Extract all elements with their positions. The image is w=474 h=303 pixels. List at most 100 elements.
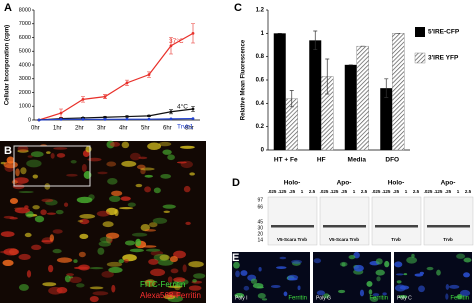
x-tick-label: Media: [348, 157, 367, 164]
cell: [189, 172, 195, 176]
panel-label: D: [232, 177, 240, 189]
concentration: 2.5: [413, 189, 420, 194]
cell: [142, 245, 157, 248]
cell: [150, 268, 166, 277]
cell: [101, 270, 114, 278]
cell: [382, 292, 387, 296]
y-tick-label: 8000: [19, 7, 31, 13]
image-label: Poly G: [316, 295, 331, 301]
cell: [170, 268, 179, 274]
cell: [418, 285, 425, 293]
cell: [30, 151, 44, 158]
cell: [279, 256, 287, 260]
cell: [48, 286, 63, 295]
error-bar: [313, 30, 318, 51]
cell: [235, 270, 240, 278]
stain-label: Ferritin: [288, 296, 307, 302]
cell: [2, 259, 14, 267]
cell: [338, 289, 346, 294]
cell: [160, 173, 172, 179]
cell: [89, 286, 104, 290]
cell: [32, 205, 40, 210]
cell: [17, 149, 29, 153]
cell: [144, 186, 152, 193]
cell: [127, 202, 136, 207]
panel-label: B: [4, 145, 12, 157]
cell: [182, 264, 187, 273]
concentration: .125: [330, 189, 339, 194]
point: [125, 117, 129, 121]
cell: [313, 258, 322, 264]
y-tick-label: 6000: [19, 35, 31, 41]
cell: [159, 254, 170, 261]
cell: [167, 285, 183, 288]
cell: [188, 285, 202, 291]
cell: [323, 293, 330, 299]
cell: [49, 234, 55, 242]
concentration: .125: [382, 189, 391, 194]
cell: [99, 236, 113, 243]
cell: [258, 266, 262, 272]
antibody-label: Trvb: [443, 237, 453, 242]
image-label: Poly C: [397, 295, 412, 301]
cell: [121, 141, 130, 149]
cell: [70, 160, 77, 164]
cell: [87, 157, 102, 162]
x-tick-label: DFO: [385, 157, 399, 164]
micrograph: [0, 141, 206, 303]
y-axis-label: Relative Mean Fluorescence: [241, 39, 247, 120]
cell: [188, 261, 204, 268]
x-tick-label: 5hr: [141, 126, 150, 132]
cell: [370, 296, 379, 302]
cell: [46, 212, 56, 215]
cell: [111, 190, 123, 197]
x-tick-label: 0hr: [31, 126, 40, 132]
concentration: 1: [353, 189, 356, 194]
cell: [270, 284, 281, 288]
cell: [445, 293, 449, 300]
cell: [79, 218, 90, 225]
cell: [233, 261, 240, 269]
cell: [463, 257, 472, 263]
cell: [52, 248, 62, 254]
cell: [69, 276, 82, 284]
cell: [250, 278, 258, 284]
antibody-label: V5-Scara Trvb: [329, 237, 359, 242]
cell: [368, 289, 373, 295]
cell: [52, 229, 63, 234]
cell: [73, 259, 78, 264]
cell: [41, 240, 53, 243]
cell: [11, 179, 18, 185]
x-tick-label: HF: [317, 157, 326, 164]
stain-label: Alexa568-Ferritin: [140, 291, 201, 300]
cell: [79, 233, 89, 240]
cell: [111, 284, 116, 293]
cell: [406, 256, 418, 264]
concentration: .125: [278, 189, 287, 194]
cell: [139, 167, 155, 171]
cell: [109, 141, 121, 147]
panel-label: A: [4, 2, 12, 14]
cell: [167, 154, 175, 161]
blot: [267, 196, 318, 246]
stain-label: FITC-Ferritin: [140, 280, 185, 289]
cell: [162, 149, 172, 155]
cell: [121, 160, 137, 167]
micrographs: Poly I Ferritin Poly G Ferritin Poly C Ferrit…: [232, 251, 472, 303]
bar: [273, 33, 286, 151]
y-tick-label: 3000: [19, 76, 31, 82]
cell: [48, 264, 54, 273]
cell: [66, 173, 78, 177]
concentration: .25: [289, 189, 296, 194]
concentration: 2.5: [361, 189, 368, 194]
bar: [356, 45, 369, 151]
cell: [148, 222, 158, 228]
point: [191, 117, 195, 121]
cell: [129, 152, 141, 161]
cell: [88, 194, 95, 201]
antibody-label: Trvb: [391, 237, 401, 242]
cell: [108, 266, 123, 273]
cell: [3, 248, 20, 256]
cell: [123, 259, 129, 263]
